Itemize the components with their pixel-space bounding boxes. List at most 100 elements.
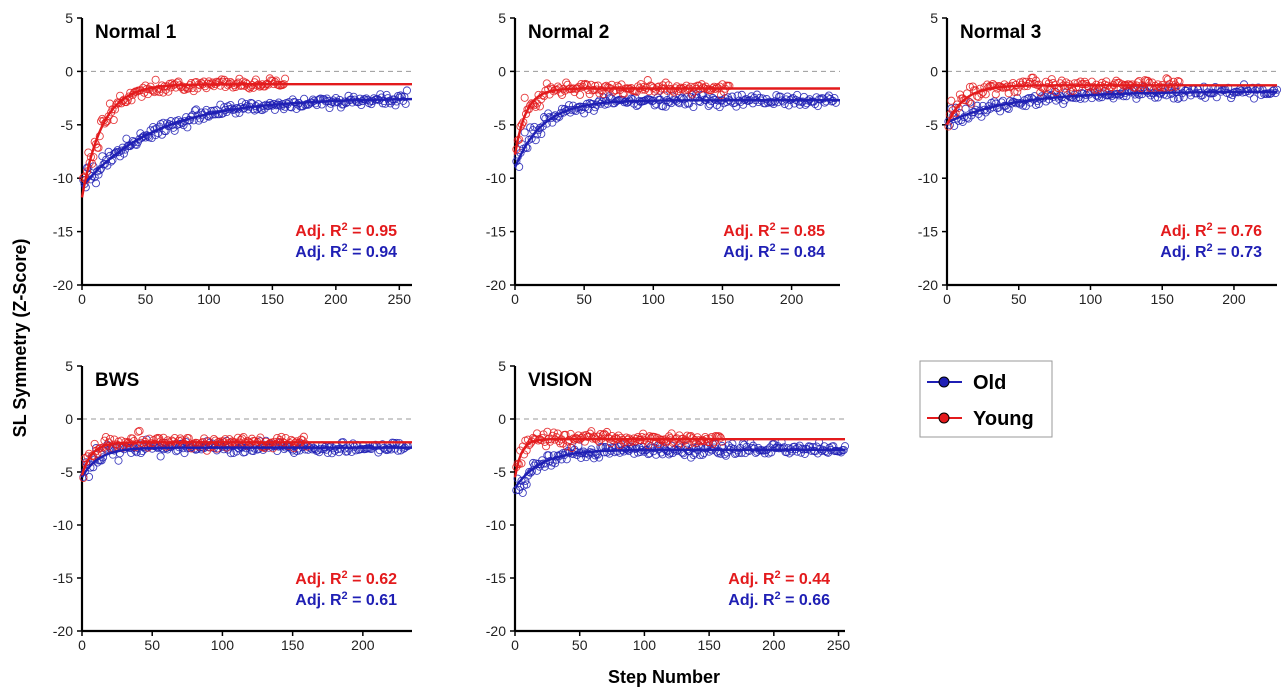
data-point-young <box>106 434 115 443</box>
y-tick-label: -5 <box>926 117 939 133</box>
legend-item-old: Old <box>927 372 1006 394</box>
data-point-old <box>1175 93 1184 102</box>
data-point-old <box>996 107 1005 116</box>
data-point-young <box>620 89 629 98</box>
data-point-young <box>567 443 576 453</box>
x-tick-label: 200 <box>351 637 375 653</box>
data-point-young <box>575 90 585 99</box>
data-point-young <box>520 93 529 102</box>
data-point-old <box>950 121 959 130</box>
data-point-old <box>741 94 751 104</box>
fit-curve-young <box>80 441 412 476</box>
data-point-old <box>538 122 547 131</box>
data-point-old <box>758 94 767 103</box>
data-point-young <box>557 90 567 99</box>
data-point-young <box>151 75 160 84</box>
y-tick-label: -10 <box>486 517 506 533</box>
data-point-young <box>701 432 710 442</box>
y-tick-label: 5 <box>498 358 506 374</box>
x-tick-label: 200 <box>324 291 348 307</box>
y-tick-label: -10 <box>486 170 506 186</box>
y-tick-label: 0 <box>65 411 73 427</box>
data-point-old <box>689 102 698 112</box>
data-point-old <box>1249 94 1259 103</box>
data-point-young <box>968 82 977 91</box>
data-point-young <box>653 433 662 442</box>
legend: Old Young <box>919 360 1053 438</box>
y-tick-label: -5 <box>494 464 507 480</box>
data-point-young <box>208 78 217 87</box>
data-point-old <box>708 93 717 103</box>
data-point-young <box>1156 83 1165 92</box>
data-point-young <box>684 440 693 449</box>
data-point-old <box>402 86 411 95</box>
y-tick-label: -20 <box>918 277 938 293</box>
data-point-young <box>574 82 583 91</box>
x-axis-title: Step Number <box>608 667 720 687</box>
data-point-old <box>551 459 560 468</box>
fit-curve-old <box>80 446 412 478</box>
data-point-young <box>991 90 1000 99</box>
data-point-young <box>571 433 580 442</box>
r-squared-annotation: Adj. R2 = 0.62 <box>295 569 397 588</box>
data-point-old <box>977 112 986 121</box>
data-point-old <box>809 97 818 106</box>
data-point-young <box>127 96 136 105</box>
y-tick-label: -15 <box>486 224 506 240</box>
x-tick-label: 0 <box>943 291 951 307</box>
fit-curve-young <box>80 83 412 198</box>
data-point-old <box>830 94 839 103</box>
data-point-old <box>391 101 400 110</box>
data-point-old <box>689 450 698 460</box>
data-point-young <box>533 99 542 108</box>
data-point-old <box>527 134 536 143</box>
data-point-old <box>549 112 558 121</box>
data-point-old <box>652 450 661 459</box>
x-tick-label: 50 <box>138 291 154 307</box>
legend-item-young: Young <box>927 408 1034 430</box>
y-tick-label: 5 <box>930 10 938 26</box>
x-tick-label: 100 <box>197 291 221 307</box>
data-point-old <box>348 98 357 107</box>
panel-title: Normal 3 <box>960 22 1041 43</box>
x-tick-label: 200 <box>780 291 804 307</box>
y-tick-label: -15 <box>53 224 73 240</box>
data-point-old <box>658 102 668 111</box>
data-point-young <box>716 433 725 442</box>
data-point-young <box>109 115 118 125</box>
y-tick-label: -10 <box>53 517 73 533</box>
data-point-young <box>217 75 226 84</box>
data-point-old <box>582 453 591 462</box>
x-tick-label: 200 <box>1222 291 1246 307</box>
data-point-young <box>562 78 571 87</box>
y-tick-label: -5 <box>61 464 74 480</box>
data-point-old <box>215 110 224 119</box>
data-point-old <box>595 453 604 462</box>
fit-curve-young <box>945 84 1277 126</box>
x-tick-label: 50 <box>144 637 160 653</box>
fit-curve-young <box>513 437 845 478</box>
x-tick-label: 100 <box>642 291 666 307</box>
data-point-young <box>604 433 613 442</box>
data-point-old <box>696 451 705 460</box>
data-point-old <box>156 452 165 461</box>
data-point-young <box>599 89 608 99</box>
data-point-young <box>661 78 670 87</box>
data-point-young <box>687 90 697 99</box>
x-tick-label: 0 <box>78 637 86 653</box>
r-squared-annotation: Adj. R2 = 0.66 <box>728 590 830 609</box>
r-squared-annotation: Adj. R2 = 0.85 <box>723 221 825 240</box>
y-tick-label: -15 <box>53 570 73 586</box>
data-point-young <box>163 436 172 445</box>
r-squared-annotation: Adj. R2 = 0.61 <box>295 590 397 609</box>
data-point-old <box>704 101 713 111</box>
data-point-young <box>663 436 672 446</box>
data-point-old <box>526 123 535 132</box>
y-tick-label: 0 <box>65 63 73 79</box>
x-tick-label: 150 <box>1151 291 1175 307</box>
data-point-young <box>181 436 190 445</box>
